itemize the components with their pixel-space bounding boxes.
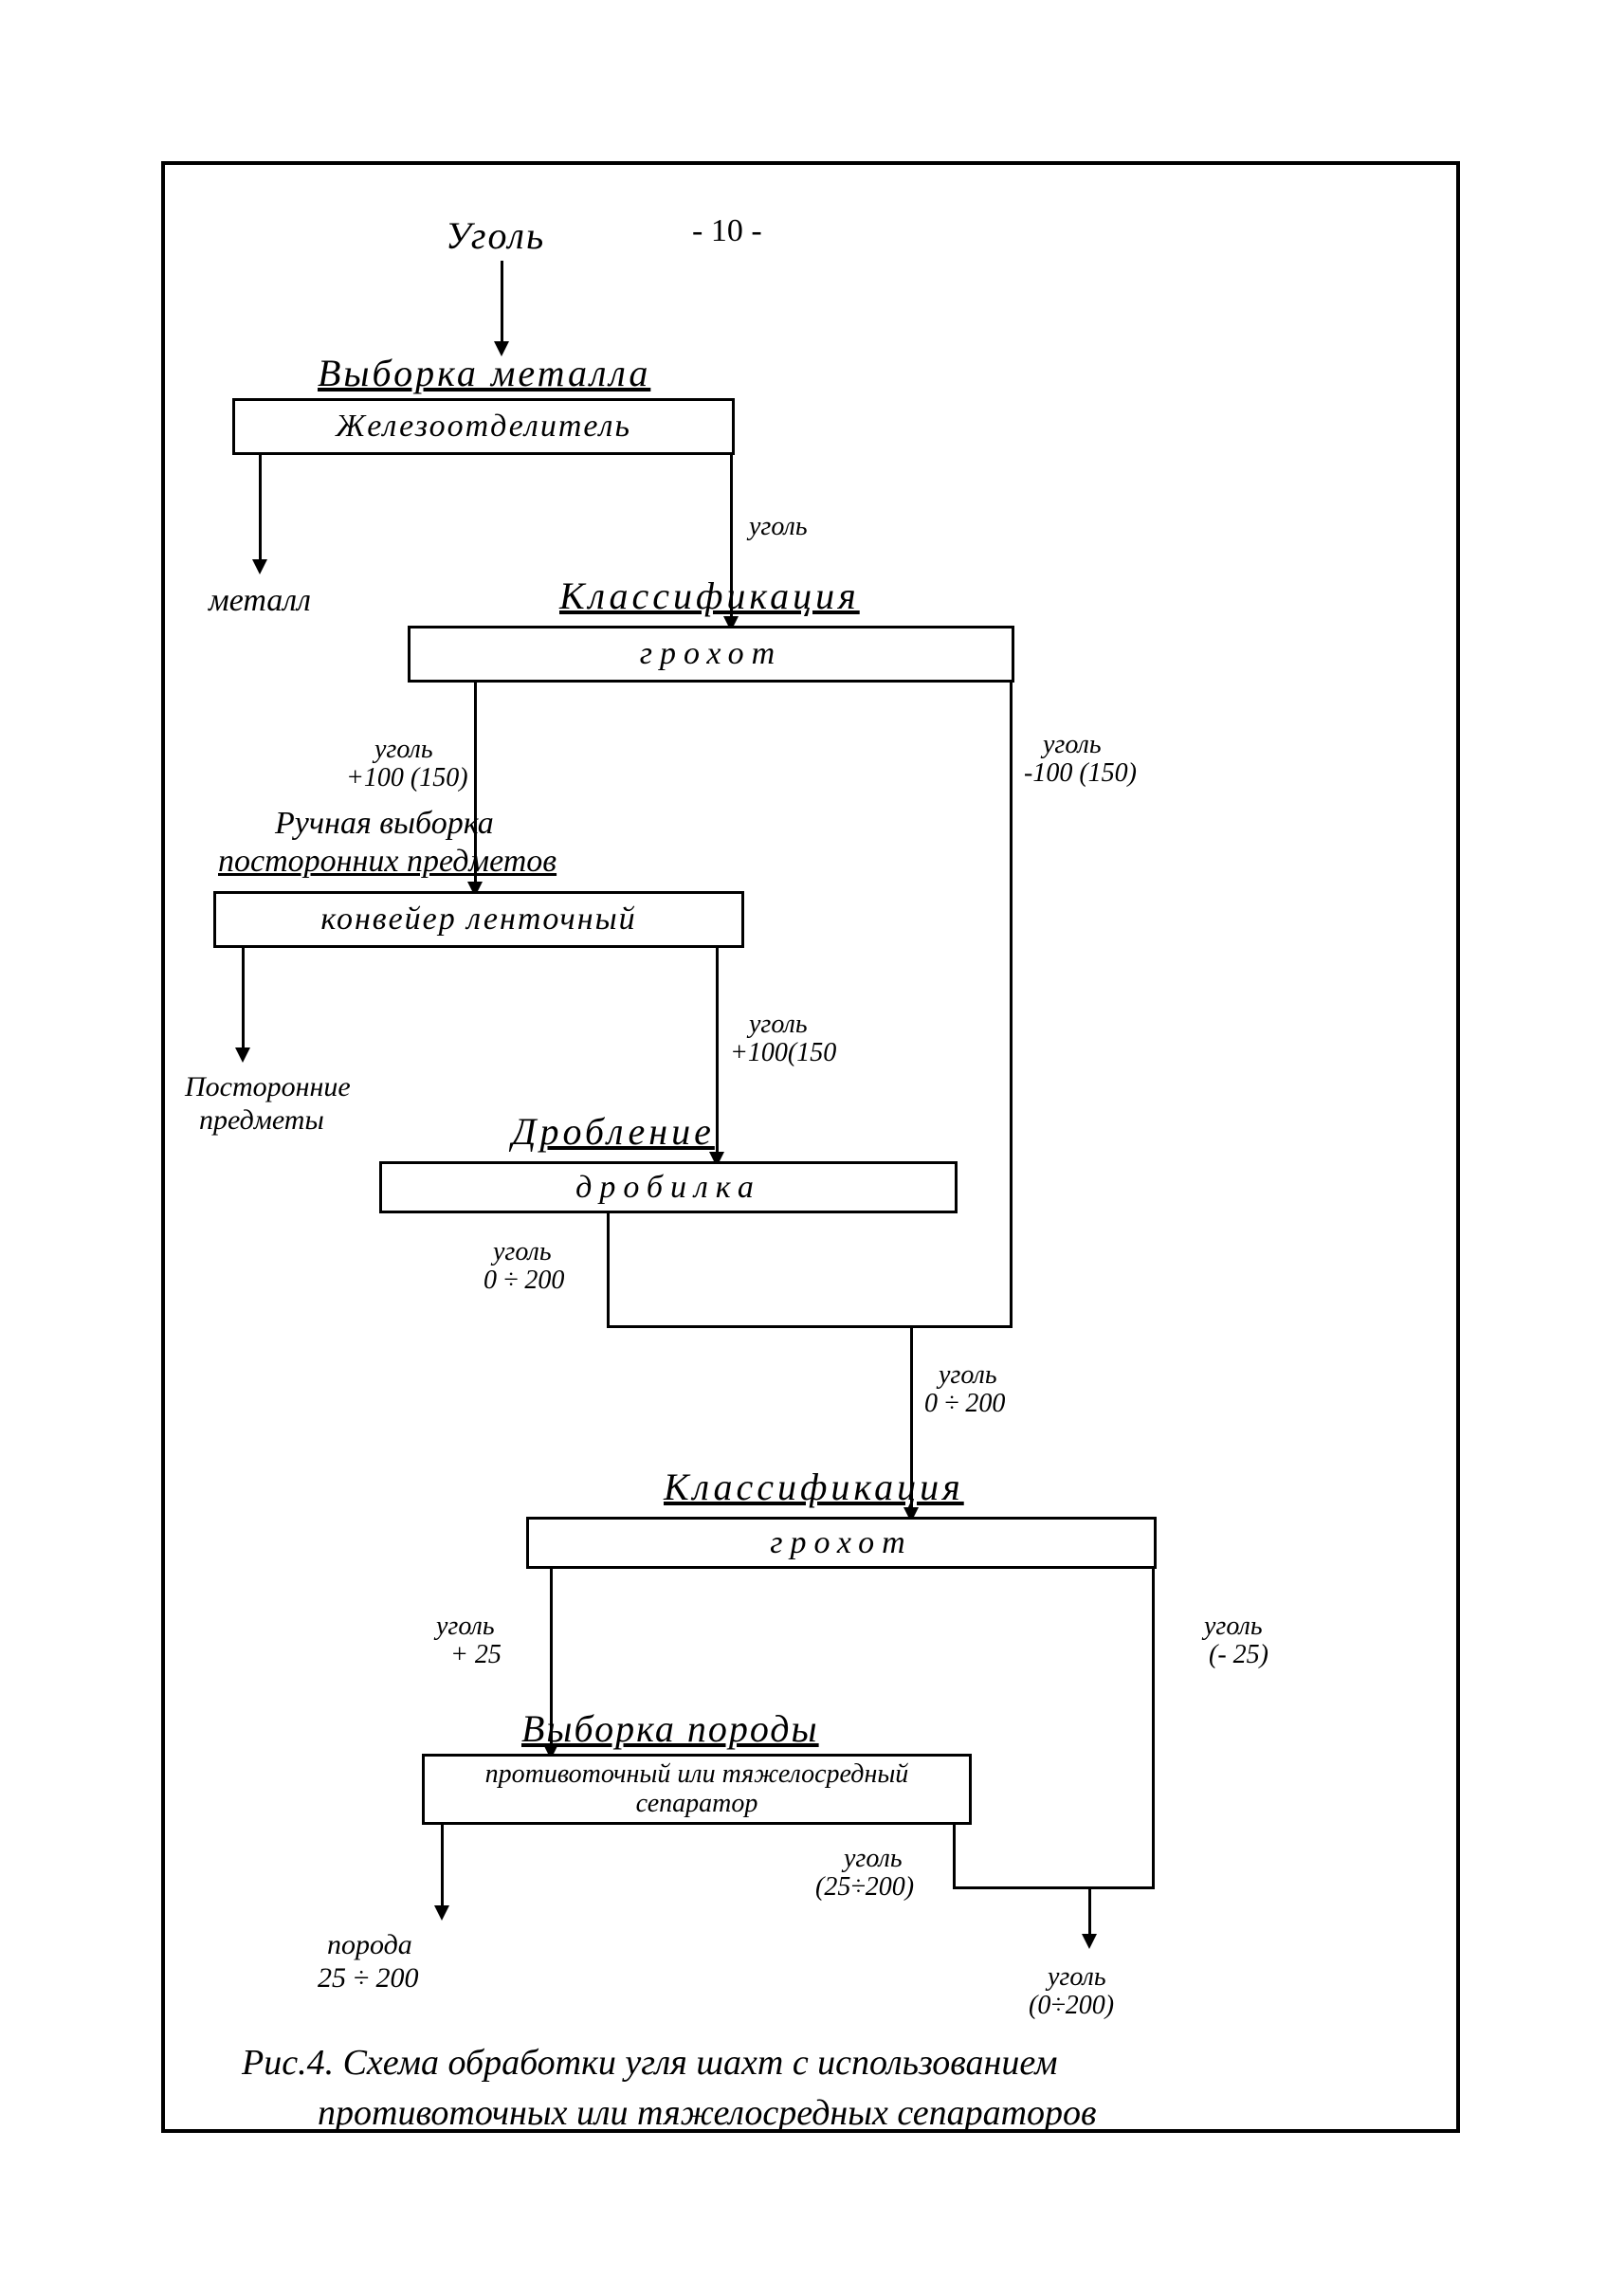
foreign-objects-2: предметы	[199, 1104, 324, 1137]
rock-2: 25 ÷ 200	[318, 1962, 418, 1994]
coal-0-200-1: уголь	[493, 1237, 552, 1267]
coal-plus100-1: уголь	[374, 735, 433, 765]
coal-minus100-2: -100 (150)	[1024, 758, 1137, 789]
coal-minus25-2: (- 25)	[1209, 1640, 1268, 1670]
line	[953, 1825, 956, 1889]
arrow	[434, 1905, 449, 1921]
step5-box-text: грохот	[770, 1525, 912, 1561]
coal-label-1: уголь	[749, 512, 808, 542]
step2-title: Классификация	[559, 574, 860, 618]
coal-0-200-2: 0 ÷ 200	[484, 1266, 564, 1296]
step1-title: Выборка металла	[318, 351, 650, 395]
coal-plus25-2: + 25	[450, 1640, 502, 1670]
line	[607, 1325, 1013, 1328]
step2-box: грохот	[408, 626, 1014, 683]
line	[607, 1213, 610, 1325]
start-label: Уголь	[446, 213, 545, 258]
line	[259, 455, 262, 564]
line	[441, 1825, 444, 1910]
metal-label: металл	[209, 583, 311, 619]
step6-box-text-2: сепаратор	[636, 1790, 758, 1819]
coal-minus25-1: уголь	[1204, 1612, 1263, 1642]
step3-title-l2: посторонних предметов	[218, 844, 557, 880]
caption-line2: противоточных или тяжелосредных сепарато…	[318, 2088, 1097, 2139]
step6-box: противоточный или тяжелосредный сепарато…	[422, 1754, 972, 1825]
figure-caption: Рис.4. Схема обработки угля шахт с испол…	[242, 2038, 1097, 2139]
step4-box: дробилка	[379, 1161, 958, 1213]
step1-box: Железоотделитель	[232, 398, 735, 455]
step6-box-text-1: противоточный или тяжелосредный	[485, 1760, 909, 1790]
coal-plus25-1: уголь	[436, 1612, 495, 1642]
arrow	[1082, 1934, 1097, 1949]
coal-minus100-1: уголь	[1043, 730, 1102, 760]
arrow	[252, 559, 267, 574]
coal-plus100-2: +100 (150)	[346, 763, 468, 793]
coal-25-200-1: уголь	[844, 1844, 903, 1874]
step5-title: Классификация	[664, 1465, 964, 1509]
step2-box-text: грохот	[640, 636, 782, 672]
arrow	[235, 1047, 250, 1063]
line	[501, 261, 503, 346]
coal-plus100b-2: +100(150	[730, 1038, 836, 1068]
flowchart-diagram: - 10 - Уголь Выборка металла Железоотдел…	[0, 0, 1624, 2295]
foreign-objects-1: Посторонние	[185, 1071, 351, 1103]
coal-plus100b-1: уголь	[749, 1010, 808, 1040]
coal-merge-1: уголь	[939, 1360, 997, 1391]
line	[242, 948, 245, 1052]
line	[1152, 1569, 1155, 1889]
step4-title: Дробление	[512, 1109, 715, 1154]
final-coal-2: (0÷200)	[1029, 1991, 1114, 2021]
step3-box-text: конвейер ленточный	[320, 902, 636, 938]
step4-box-text: дробилка	[575, 1170, 761, 1206]
line	[1010, 683, 1013, 1327]
coal-merge-2: 0 ÷ 200	[924, 1389, 1005, 1419]
step1-box-text: Железоотделитель	[336, 409, 631, 445]
step3-title-l1: Ручная выборка	[275, 806, 494, 842]
line	[1088, 1886, 1091, 1939]
step5-box: грохот	[526, 1517, 1157, 1569]
coal-25-200-2: (25÷200)	[815, 1872, 914, 1903]
page-number: - 10 -	[692, 213, 762, 249]
step6-title: Выборка породы	[521, 1706, 819, 1751]
line	[716, 948, 719, 1157]
step3-box: конвейер ленточный	[213, 891, 744, 948]
final-coal-1: уголь	[1048, 1962, 1106, 1993]
line	[953, 1886, 1155, 1889]
rock-1: порода	[327, 1929, 412, 1961]
caption-line1: Рис.4. Схема обработки угля шахт с испол…	[242, 2038, 1097, 2088]
